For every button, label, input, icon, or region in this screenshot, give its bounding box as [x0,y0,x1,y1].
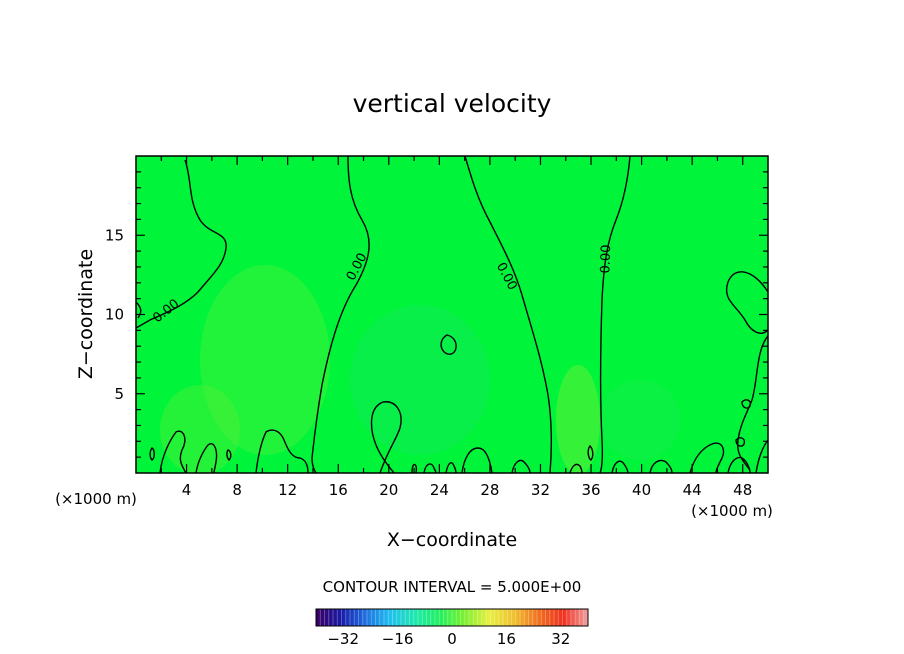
chart-title: vertical velocity [353,89,552,118]
colorbar-tick-label: 32 [551,630,570,648]
x-tick-label: 48 [733,481,752,499]
contour-line [689,442,725,473]
contour-line [611,460,629,473]
y-tick-label: 10 [105,306,124,324]
contour-line [511,459,531,473]
contour-line [599,156,631,473]
contour-line [440,334,457,355]
contour-line [411,463,418,473]
x-tick-label: 12 [278,481,297,499]
colorbar: −32 −16 0 16 32 [315,608,589,648]
contour-interval-text: CONTOUR INTERVAL = 5.000E+00 [323,578,582,596]
x-tick-label: 44 [683,481,702,499]
x-axis-label: X−coordinate [387,529,517,551]
contour-line [159,430,187,473]
contour-label: 0.00 [598,244,614,273]
x-tick-label: 32 [531,481,550,499]
contour-line [741,399,752,409]
x-tick-label: 40 [632,481,651,499]
y-tick-label: 15 [105,226,124,244]
contour-line [136,301,142,319]
x-tick-label: 36 [581,481,600,499]
contour-line [725,271,768,334]
x-tick-label: 4 [182,481,192,499]
contour-line [370,401,395,473]
colorbar-gradient [316,609,588,626]
contour-line [727,456,751,473]
colorbar-tick-label: −32 [327,630,359,648]
contour-line [464,156,553,473]
contour-line [735,437,746,447]
contour-line [195,443,218,473]
x-unit-left: (×1000 m) [55,490,137,508]
field-shading [160,265,680,473]
x-tick-label: 20 [379,481,398,499]
colorbar-tick-label: 0 [447,630,457,648]
contour-line [149,447,155,461]
contour-line [587,444,594,461]
y-axis: 5 10 15 [105,171,768,458]
x-tick-label: 8 [232,481,242,499]
contour-line [461,447,493,473]
contour-line [226,449,232,461]
x-tick-label: 16 [329,481,348,499]
colorbar-tick-label: 16 [497,630,516,648]
contour-line [311,156,370,473]
x-axis: 4 8 12 16 20 24 28 32 36 40 44 48 [160,156,752,499]
contour-line [379,401,402,473]
colorbar-frame [315,608,589,627]
x-unit-right: (×1000 m) [691,502,773,520]
contour-lines [136,156,768,473]
y-tick-label: 5 [114,385,124,403]
contour-line [255,429,309,473]
x-tick-label: 24 [430,481,449,499]
y-axis-label: Z−coordinate [75,249,97,379]
contour-line [755,439,768,473]
x-tick-label: 28 [480,481,499,499]
colorbar-tick-label: −16 [382,630,414,648]
contour-line [136,159,227,329]
contour-line [649,459,673,473]
